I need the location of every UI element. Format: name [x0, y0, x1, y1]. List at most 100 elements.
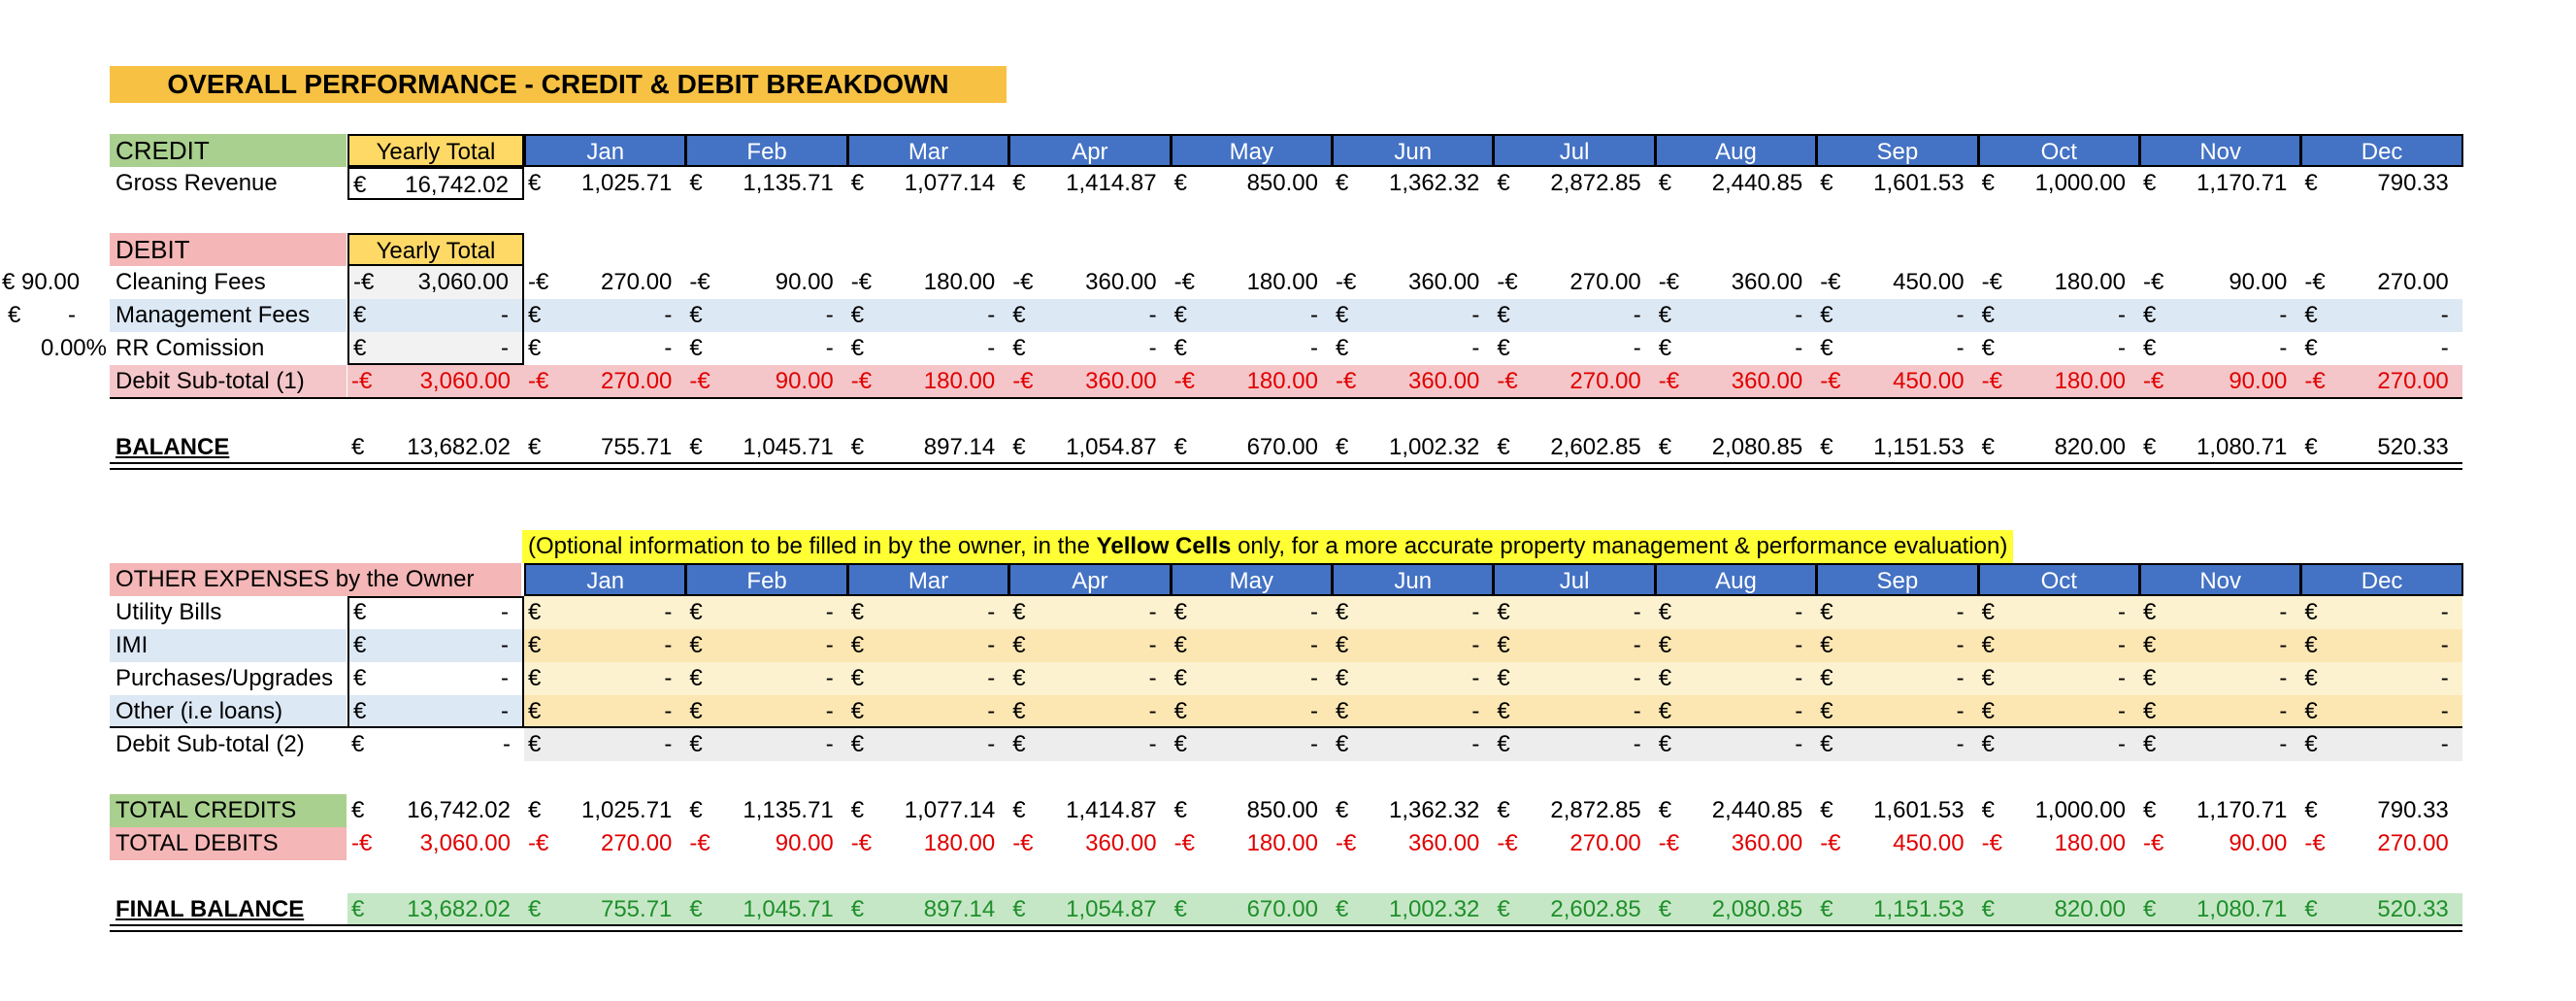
- currency-symbol: €: [1497, 632, 1510, 658]
- expense-input-cell[interactable]: € -: [2139, 629, 2301, 662]
- currency-symbol: -€: [1497, 269, 1518, 295]
- expense-subtotal-total: € -: [347, 728, 524, 761]
- final-balance-cell: €755.71: [524, 893, 686, 926]
- expense-input-cell[interactable]: € -: [2139, 695, 2301, 728]
- expense-total-cell: € -: [347, 629, 524, 662]
- expense-input-cell[interactable]: € -: [846, 695, 1009, 728]
- expense-input-cell[interactable]: € -: [685, 662, 847, 695]
- expense-input-cell[interactable]: € -: [1654, 695, 1817, 728]
- expense-input-cell[interactable]: € -: [846, 662, 1009, 695]
- total-credits-cell: €1,170.71: [2139, 794, 2300, 827]
- currency-symbol: €: [353, 665, 367, 691]
- currency-symbol: €: [1658, 434, 1672, 460]
- expense-input-cell[interactable]: € -: [524, 662, 686, 695]
- amount: 180.00: [2054, 368, 2126, 394]
- total-credits-cell: €1,025.71: [524, 794, 685, 827]
- currency-symbol: -€: [1173, 830, 1195, 856]
- expense-input-cell[interactable]: € -: [1493, 695, 1655, 728]
- expense-input-cell[interactable]: € -: [1332, 629, 1494, 662]
- debit-total-cell: € -: [347, 332, 524, 365]
- expense-input-cell[interactable]: € -: [524, 695, 686, 728]
- expense-input-cell[interactable]: € -: [1332, 596, 1494, 629]
- expense-input-cell[interactable]: € -: [846, 596, 1009, 629]
- expense-input-cell[interactable]: € -: [685, 629, 847, 662]
- currency-symbol: €: [2143, 302, 2157, 328]
- expense-subtotal-cell: € -: [524, 728, 686, 761]
- amount: -: [2279, 632, 2288, 658]
- expense-input-cell[interactable]: € -: [1816, 629, 1978, 662]
- total-debits-cell: -€ 90.00: [685, 827, 846, 860]
- expense-input-cell[interactable]: € -: [1332, 695, 1494, 728]
- expense-input-cell[interactable]: € -: [2300, 662, 2462, 695]
- amount: 755.71: [600, 434, 673, 460]
- currency-symbol: -€: [1658, 269, 1680, 295]
- amount: 270.00: [600, 269, 673, 295]
- expense-input-cell[interactable]: € -: [1170, 695, 1332, 728]
- expense-row-label: IMI: [110, 629, 347, 662]
- currency-symbol: €: [1497, 731, 1510, 757]
- total-debits-cell: -€ 180.00: [1171, 827, 1332, 860]
- expense-input-cell[interactable]: € -: [1816, 695, 1978, 728]
- final-balance-cell: €1,054.87: [1008, 893, 1171, 926]
- currency-symbol: €: [1658, 335, 1672, 361]
- balance-cell: €520.33: [2300, 431, 2461, 464]
- expense-input-cell[interactable]: € -: [1008, 596, 1171, 629]
- expense-input-cell[interactable]: € -: [1170, 662, 1332, 695]
- currency-symbol: €: [1820, 797, 1833, 823]
- expense-input-cell[interactable]: € -: [685, 596, 847, 629]
- expense-input-cell[interactable]: € -: [1008, 695, 1171, 728]
- expense-input-cell[interactable]: € -: [2300, 695, 2462, 728]
- amount: 90.00: [775, 269, 834, 295]
- debit-subtotal-cell: -€ 90.00: [685, 365, 847, 398]
- expense-input-cell[interactable]: € -: [1008, 629, 1171, 662]
- amount: -: [2440, 599, 2449, 625]
- expense-input-cell[interactable]: € -: [1493, 596, 1655, 629]
- balance-cell: €1,054.87: [1008, 431, 1170, 464]
- expense-input-cell[interactable]: € -: [1654, 596, 1817, 629]
- currency-symbol: €: [1658, 599, 1672, 625]
- expense-input-cell[interactable]: € -: [1493, 662, 1655, 695]
- expense-input-cell[interactable]: € -: [2300, 596, 2462, 629]
- expense-input-cell[interactable]: € -: [1654, 662, 1817, 695]
- amount: -: [1471, 302, 1480, 328]
- amount: -: [664, 335, 673, 361]
- expense-input-cell[interactable]: € -: [1654, 629, 1817, 662]
- currency-symbol: €: [528, 302, 542, 328]
- expense-input-cell[interactable]: € -: [524, 629, 686, 662]
- currency-symbol: -€: [1981, 830, 2002, 856]
- expense-input-cell[interactable]: € -: [2300, 629, 2462, 662]
- currency-symbol: €: [1820, 731, 1833, 757]
- currency-symbol: €: [1981, 632, 1995, 658]
- expense-input-cell[interactable]: € -: [2139, 662, 2301, 695]
- expense-month-header-oct: Oct: [1977, 563, 2140, 596]
- expense-input-cell[interactable]: € -: [1977, 695, 2139, 728]
- expense-input-cell[interactable]: € -: [1977, 596, 2139, 629]
- expense-input-cell[interactable]: € -: [1816, 662, 1978, 695]
- expense-input-cell[interactable]: € -: [1816, 596, 1978, 629]
- expense-input-cell[interactable]: € -: [524, 596, 686, 629]
- amount: 180.00: [1246, 368, 1318, 394]
- expense-input-cell[interactable]: € -: [1332, 662, 1494, 695]
- currency-symbol: €: [1173, 302, 1187, 328]
- expense-input-cell[interactable]: € -: [685, 695, 847, 728]
- currency-symbol: €: [1173, 731, 1187, 757]
- expense-input-cell[interactable]: € -: [846, 629, 1009, 662]
- expense-input-cell[interactable]: € -: [1170, 629, 1332, 662]
- amount: -: [1471, 632, 1480, 658]
- amount: 450.00: [1893, 368, 1965, 394]
- expense-input-cell[interactable]: € -: [1493, 629, 1655, 662]
- amount: 1,080.71: [2196, 896, 2288, 922]
- amount: -: [2279, 665, 2288, 691]
- expense-input-cell[interactable]: € -: [1170, 596, 1332, 629]
- expense-input-cell[interactable]: € -: [2139, 596, 2301, 629]
- expense-input-cell[interactable]: € -: [1977, 629, 2139, 662]
- amount: 2,602.85: [1550, 434, 1641, 460]
- amount: -: [825, 698, 834, 724]
- amount: 3,060.00: [417, 269, 509, 295]
- currency-symbol: €: [351, 797, 365, 823]
- currency-symbol: €: [1012, 170, 1026, 196]
- currency-symbol: €: [1497, 797, 1510, 823]
- expense-input-cell[interactable]: € -: [1008, 662, 1171, 695]
- total-debits-cell: -€ 270.00: [1493, 827, 1654, 860]
- expense-input-cell[interactable]: € -: [1977, 662, 2139, 695]
